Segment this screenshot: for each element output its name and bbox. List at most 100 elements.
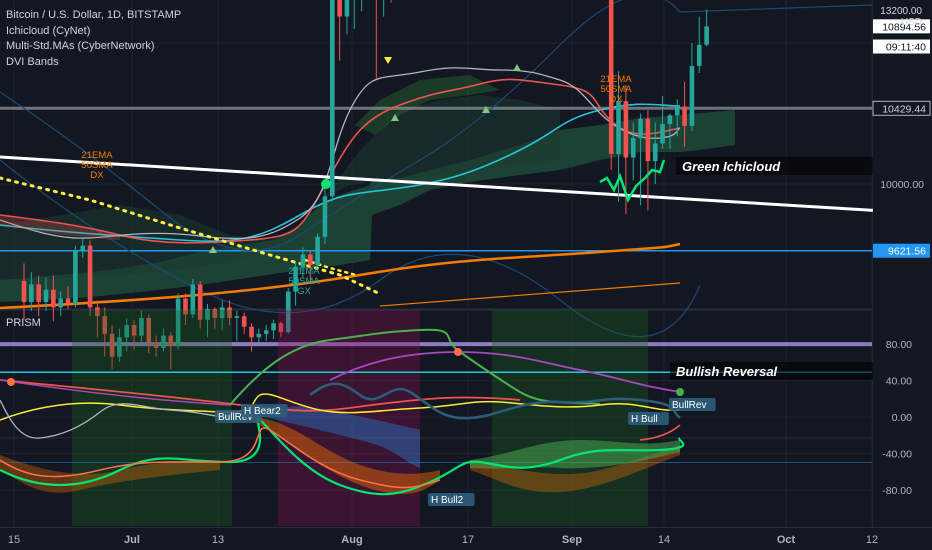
time-tick-label: 13 bbox=[212, 534, 224, 546]
candle bbox=[95, 300, 100, 338]
signal-tag: H Bull2 bbox=[431, 495, 464, 506]
signal-tag: BullRev bbox=[672, 400, 706, 411]
candle-body bbox=[65, 298, 71, 304]
prism-region-red bbox=[278, 310, 420, 526]
candle bbox=[131, 319, 137, 350]
prism-dot-start bbox=[7, 378, 15, 386]
prism-region-green bbox=[72, 310, 232, 526]
prism-blue-line bbox=[309, 382, 681, 420]
price-level-text: 09:11:40 bbox=[886, 42, 926, 54]
candle bbox=[161, 328, 166, 352]
ema-annotation-top-right: 50SMA bbox=[600, 84, 632, 95]
candle-body bbox=[682, 106, 687, 126]
candle-body bbox=[630, 138, 636, 158]
candle bbox=[87, 240, 93, 317]
candle-body bbox=[329, 0, 335, 197]
prism-blue-fill bbox=[240, 406, 420, 468]
legend-multi-std-mas[interactable]: Multi-Std.MAs (CyberNetwork) bbox=[6, 40, 155, 52]
candle-body bbox=[153, 342, 159, 348]
candle bbox=[271, 319, 276, 340]
candle bbox=[21, 263, 27, 320]
signal-marker bbox=[391, 114, 399, 121]
candle bbox=[234, 310, 240, 341]
candle-body bbox=[315, 236, 320, 266]
prism-tick-label: 0.00 bbox=[892, 412, 913, 424]
candle bbox=[58, 291, 63, 317]
candle-body bbox=[80, 245, 86, 251]
prism-tick-label: -80.00 bbox=[882, 485, 912, 497]
top-price-label: 13200.00 bbox=[880, 6, 922, 17]
candle-body bbox=[43, 289, 49, 303]
candle bbox=[183, 293, 188, 325]
candle-body bbox=[21, 280, 27, 303]
candle-body bbox=[73, 250, 78, 304]
candle bbox=[307, 250, 313, 281]
candle-body bbox=[219, 307, 225, 318]
ema-annotation-top-right: DX bbox=[609, 94, 623, 105]
chart-legend: Bitcoin / U.S. Dollar, 1D, BITSTAMP Ichi… bbox=[6, 8, 181, 70]
signal-tag-bg bbox=[628, 412, 669, 425]
candle-body bbox=[95, 307, 100, 317]
candle-body bbox=[241, 316, 247, 327]
signal-tag: BullRev bbox=[218, 412, 252, 423]
prism-tick-label: 40.00 bbox=[886, 376, 912, 388]
time-tick-label: Aug bbox=[341, 534, 362, 546]
price-level-text: 10429.44 bbox=[882, 103, 926, 115]
candle-body bbox=[300, 254, 306, 267]
candle bbox=[256, 328, 262, 345]
dotted-projection bbox=[0, 176, 380, 295]
candle bbox=[212, 307, 218, 329]
candle bbox=[645, 109, 651, 211]
candle bbox=[219, 300, 225, 331]
prism-red-oscillator bbox=[0, 427, 441, 489]
candle bbox=[383, 0, 385, 17]
candle bbox=[300, 247, 306, 278]
prism-fill-2 bbox=[250, 415, 440, 495]
prism-gray-line bbox=[0, 399, 231, 439]
legend-symbol[interactable]: Bitcoin / U.S. Dollar, 1D, BITSTAMP bbox=[6, 9, 182, 21]
candle bbox=[337, 0, 342, 61]
dvi-lower bbox=[0, 159, 701, 338]
signal-tag: H Bear2 bbox=[244, 406, 281, 417]
ema-annotation-center: 50SMA bbox=[288, 276, 320, 287]
time-tick-label: 15 bbox=[8, 534, 20, 546]
candle-body bbox=[249, 326, 254, 338]
time-tick-label: Jul bbox=[124, 534, 140, 546]
prism-region-green-2 bbox=[492, 310, 648, 526]
axis-background bbox=[873, 0, 932, 527]
candle bbox=[322, 184, 328, 244]
candle bbox=[124, 317, 130, 352]
price-axis: 10894.56 09:11:40 10429.44 10000.00 9621.56 8… bbox=[872, 0, 932, 527]
candle bbox=[704, 9, 709, 47]
candle bbox=[51, 275, 56, 322]
prism-magenta-line-a bbox=[0, 379, 231, 406]
candles bbox=[21, 0, 709, 370]
candle-body bbox=[337, 0, 342, 17]
green-ichicloud-bg bbox=[676, 157, 876, 175]
candle bbox=[315, 233, 320, 267]
candle-body bbox=[652, 143, 658, 162]
candle bbox=[696, 16, 702, 73]
candle-body bbox=[197, 284, 203, 320]
candle bbox=[168, 332, 174, 370]
dotted-projection-2 bbox=[303, 258, 358, 277]
prism-red-line-1 bbox=[0, 379, 521, 412]
candle-body bbox=[183, 298, 188, 315]
legend-ichicloud[interactable]: Ichicloud (CyNet) bbox=[6, 24, 91, 37]
legend-dvi-bands[interactable]: DVI Bands bbox=[6, 55, 59, 68]
time-tick-label: 12 bbox=[866, 534, 878, 546]
candle bbox=[682, 81, 687, 147]
ema-annotation-left: 50SMA bbox=[81, 160, 113, 171]
currency-label[interactable]: USD bbox=[900, 17, 922, 28]
candle-body bbox=[278, 323, 284, 333]
candle-body bbox=[307, 254, 313, 266]
price-tick-label: 10000.00 bbox=[880, 179, 924, 191]
green-ichicloud-label: Green Ichicloud bbox=[682, 159, 781, 174]
ema-annotation-top-right: 21EMA bbox=[600, 74, 632, 85]
candle-body bbox=[263, 330, 269, 334]
dvi-upper bbox=[0, 0, 873, 251]
price-level-tag bbox=[873, 39, 930, 54]
prism-title[interactable]: PRISM bbox=[6, 317, 41, 329]
rally-shade bbox=[355, 75, 500, 135]
